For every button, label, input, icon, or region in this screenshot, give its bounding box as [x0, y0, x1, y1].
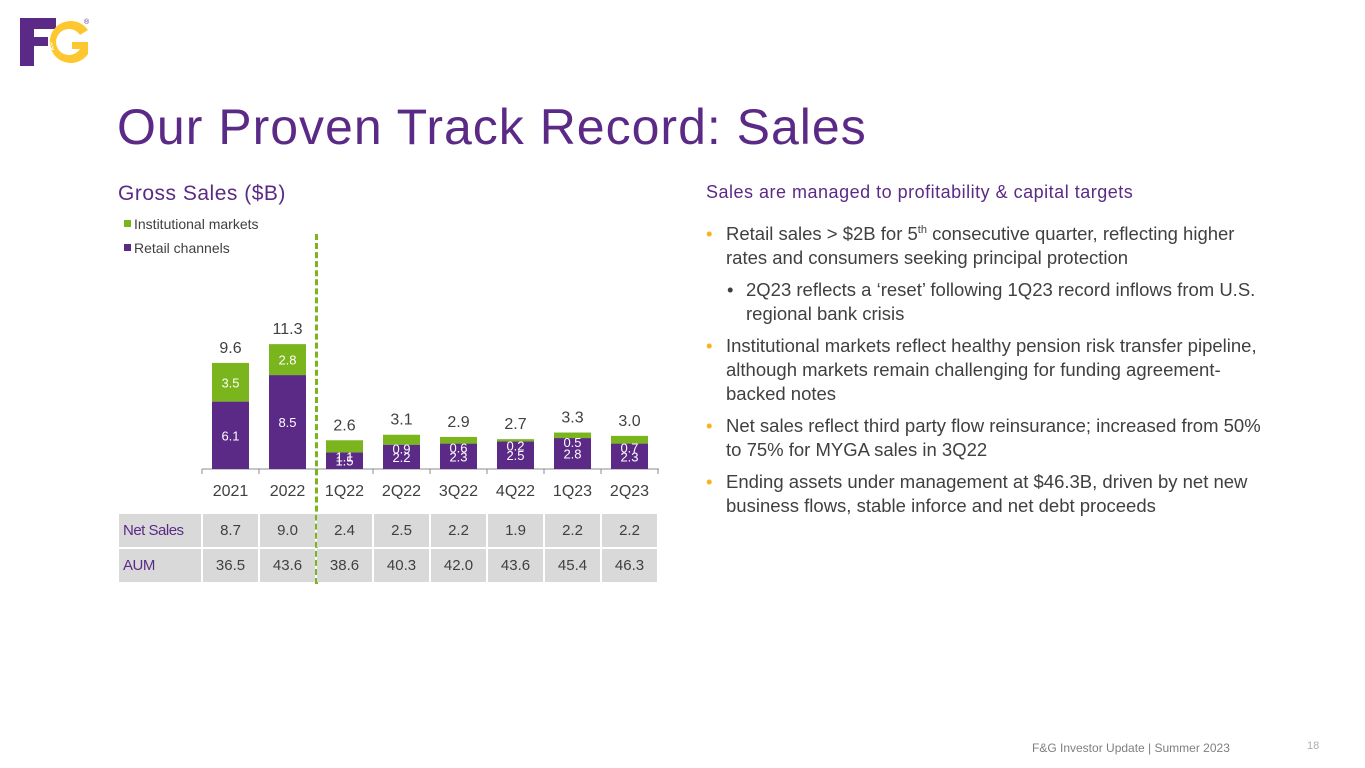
table-cell: 9.0	[260, 514, 315, 547]
label-total-2022: 11.3	[273, 321, 303, 338]
label-institutional-2022: 2.8	[278, 353, 296, 368]
bullet-net-sales: Net sales reflect third party flow reins…	[706, 414, 1266, 462]
period-divider	[315, 234, 318, 584]
bar-institutional-1Q22	[326, 440, 363, 453]
table-cell: 42.0	[431, 549, 486, 582]
label-retail-2021: 6.1	[221, 428, 239, 443]
label-total-3Q22: 2.9	[447, 414, 469, 431]
table-cell: 43.6	[260, 549, 315, 582]
bullet-retail-sales-text: Retail sales > $2B for 5	[726, 223, 918, 244]
label-institutional-1Q23: 0.5	[563, 435, 581, 450]
table-cell: 1.9	[488, 514, 543, 547]
key-points-list: Retail sales > $2B for 5th consecutive q…	[706, 222, 1266, 526]
bar-retail-2Q22	[383, 444, 420, 469]
label-institutional-2Q23: 0.7	[620, 441, 638, 456]
page-number: 18	[1307, 740, 1320, 752]
label-total-1Q22: 2.6	[333, 417, 355, 434]
logo-registered: ®	[84, 18, 90, 26]
bar-institutional-1Q23	[554, 432, 591, 439]
legend-label-retail: Retail channels	[134, 240, 230, 256]
label-retail-4Q22: 2.5	[506, 448, 524, 463]
table-cell: 46.3	[602, 549, 657, 582]
bar-retail-2021	[212, 401, 249, 469]
label-retail-2Q23: 2.3	[620, 449, 638, 464]
table-cell: 45.4	[545, 549, 600, 582]
chart-title: Gross Sales ($B)	[118, 182, 286, 205]
bar-institutional-2022	[269, 344, 306, 376]
bar-retail-2022	[269, 375, 306, 469]
label-retail-2022: 8.5	[278, 415, 296, 430]
page-title: Our Proven Track Record: Sales	[117, 99, 867, 155]
bullet-retail-sales-sup: th	[917, 223, 927, 236]
bullet-institutional: Institutional markets reflect healthy pe…	[706, 334, 1266, 406]
table-cell: 2.2	[602, 514, 657, 547]
key-points-heading: Sales are managed to profitability & cap…	[706, 182, 1134, 202]
footer: F&G Investor Update | Summer 2023	[1032, 741, 1230, 755]
legend-label-institutional: Institutional markets	[134, 216, 259, 232]
category-label-1Q23: 1Q23	[553, 483, 592, 500]
label-total-2Q22: 3.1	[390, 412, 412, 429]
bar-institutional-2Q22	[383, 434, 420, 445]
bar-retail-4Q22	[497, 441, 534, 469]
bar-retail-1Q23	[554, 438, 591, 469]
label-institutional-3Q22: 0.6	[449, 441, 467, 456]
bullet-retail-sales: Retail sales > $2B for 5th consecutive q…	[706, 222, 1266, 270]
metrics-table: Net Sales 8.7 9.0 2.4 2.5 2.2 1.9 2.2 2.2 AUM 36.5…	[117, 512, 659, 584]
table-row-label: AUM	[119, 549, 201, 582]
category-label-2021: 2021	[213, 483, 249, 500]
table-cell: 2.4	[317, 514, 372, 547]
label-total-4Q22: 2.7	[504, 416, 526, 433]
fg-logo: & ®	[20, 18, 90, 66]
table-row: Net Sales 8.7 9.0 2.4 2.5 2.2 1.9 2.2 2.2	[119, 514, 657, 547]
category-label-1Q22: 1Q22	[325, 483, 364, 500]
category-label-2Q23: 2Q23	[610, 483, 649, 500]
category-label-2022: 2022	[270, 483, 306, 500]
table-cell: 38.6	[317, 549, 372, 582]
legend-swatch-institutional	[124, 220, 131, 227]
bar-retail-1Q22	[326, 452, 363, 469]
label-total-2021: 9.6	[219, 340, 241, 357]
label-total-2Q23: 3.0	[618, 413, 640, 430]
bar-retail-2Q23	[611, 443, 648, 469]
label-retail-2Q22: 2.2	[392, 450, 410, 465]
category-label-2Q22: 2Q22	[382, 483, 421, 500]
bar-institutional-4Q22	[497, 439, 534, 442]
bar-institutional-2Q23	[611, 435, 648, 444]
category-label-3Q22: 3Q22	[439, 483, 478, 500]
label-institutional-4Q22: 0.2	[506, 438, 524, 453]
table-cell: 43.6	[488, 549, 543, 582]
table-cell: 40.3	[374, 549, 429, 582]
bar-retail-3Q22	[440, 443, 477, 469]
category-label-4Q22: 4Q22	[496, 483, 535, 500]
bullet-aum: Ending assets under management at $46.3B…	[706, 470, 1266, 518]
table-cell: 2.2	[431, 514, 486, 547]
bullet-retail-sales-text-2: consecutive quarter, reflecting higher r…	[726, 223, 1235, 268]
label-institutional-1Q22: 1.1	[335, 449, 353, 464]
table-cell: 36.5	[203, 549, 258, 582]
table-cell: 8.7	[203, 514, 258, 547]
bar-institutional-2021	[212, 362, 249, 402]
label-retail-3Q22: 2.3	[449, 449, 467, 464]
label-institutional-2021: 3.5	[221, 375, 239, 390]
label-institutional-2Q22: 0.9	[392, 442, 410, 457]
bullet-reset-note: 2Q23 reflects a ‘reset’ following 1Q23 r…	[706, 278, 1266, 326]
logo-ampersand: &	[47, 41, 55, 53]
gross-sales-chart: Institutional markets Retail channels 6.1 3…	[124, 216, 659, 500]
table-row: AUM 36.5 43.6 38.6 40.3 42.0 43.6 45.4 46.3	[119, 549, 657, 582]
bar-institutional-3Q22	[440, 436, 477, 444]
label-retail-1Q22: 1.5	[335, 454, 353, 469]
table-cell: 2.2	[545, 514, 600, 547]
label-total-1Q23: 3.3	[561, 410, 583, 427]
legend-swatch-retail	[124, 244, 131, 251]
table-row-label: Net Sales	[119, 514, 201, 547]
label-retail-1Q23: 2.8	[563, 447, 581, 462]
table-cell: 2.5	[374, 514, 429, 547]
